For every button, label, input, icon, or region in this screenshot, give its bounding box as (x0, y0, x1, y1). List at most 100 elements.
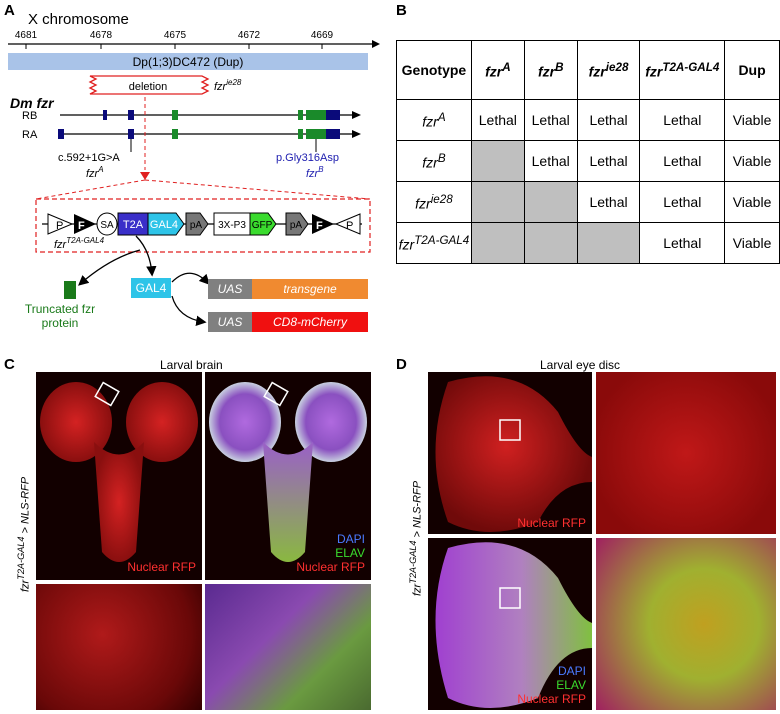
table-cell: Lethal (639, 140, 726, 182)
panel-c-genotype: fzrT2A-GAL4 > NLS-RFP (16, 476, 32, 592)
exon (306, 129, 326, 139)
gal4-element (147, 212, 185, 236)
panel-letter-d: D (396, 356, 407, 373)
svg-text:P: P (346, 220, 353, 232)
panel-letter-c: C (4, 356, 15, 373)
splice-acceptor (96, 212, 118, 236)
mcherry-box (252, 312, 368, 332)
duplication-bar (8, 53, 368, 70)
panel-letter-a: A (4, 2, 15, 19)
chromosome-title: X chromosome (28, 11, 129, 28)
svg-text:transgene: transgene (283, 282, 337, 296)
label-dapi: DAPI (557, 664, 586, 678)
exon (326, 129, 340, 139)
svg-text:GAL4: GAL4 (150, 219, 178, 231)
header-col: fzrT2A-GAL4 (639, 40, 726, 100)
table-cell-empty (470, 222, 525, 264)
table-cell: Lethal (523, 140, 578, 182)
table-cell-empty (523, 222, 578, 264)
uas-box-1 (208, 279, 252, 299)
cassette-allele-label: fzrT2A-GAL4 (54, 236, 105, 251)
brain-rfp-image: Nuclear RFP (36, 372, 202, 580)
isoform-ra-label: RA (22, 129, 38, 141)
label-dapi: DAPI (336, 532, 365, 546)
axis-arrow (372, 40, 380, 48)
table-cell: Lethal (639, 99, 726, 141)
gene-title: Dm fzr (10, 95, 55, 111)
frt-left (74, 214, 96, 234)
exon (306, 110, 326, 120)
panel-d-title: Larval eye disc (540, 358, 621, 372)
brain-merge-zoom (205, 584, 371, 710)
table-cell: Lethal (639, 222, 726, 264)
table-row: fzrie28 Lethal Lethal Viable (396, 181, 780, 223)
eyedisc-merge-zoom (596, 538, 776, 710)
tick-label: 4681 (15, 30, 38, 41)
eyedisc-rfp-image: Nuclear RFP (428, 372, 592, 534)
header-genotype: Genotype (396, 40, 472, 100)
exon (298, 110, 303, 120)
eyedisc-merge-image: DAPI ELAV Nuclear RFP (428, 538, 592, 710)
zoom-box (499, 587, 521, 609)
truncated-label-1: Truncated fzr (25, 302, 95, 316)
table-cell: Viable (724, 222, 780, 264)
tick-label: 4678 (90, 30, 113, 41)
table-cell: Lethal (470, 99, 525, 141)
tick-label: 4669 (311, 30, 334, 41)
label-nuclear-rfp: Nuclear RFP (517, 516, 586, 530)
uas-box-2 (208, 312, 252, 332)
table-cell: Viable (724, 181, 780, 223)
polya-1 (185, 212, 209, 236)
brain-rfp-zoom (36, 584, 202, 710)
polya-2 (285, 212, 309, 236)
table-cell-empty (470, 181, 525, 223)
table-cell: Viable (724, 140, 780, 182)
svg-text:UAS: UAS (218, 315, 243, 329)
svg-text:T2A: T2A (123, 219, 144, 231)
svg-text:P: P (56, 220, 63, 232)
brain-merge-image: DAPI ELAV Nuclear RFP (205, 372, 371, 580)
svg-text:F: F (78, 220, 85, 232)
table-row: fzrT2A-GAL4 Lethal Viable (396, 222, 780, 264)
exon (172, 129, 178, 139)
zoom-box (94, 381, 120, 407)
transgene-box (252, 279, 368, 299)
truncated-label-2: protein (42, 316, 79, 330)
table-row: fzrA Lethal Lethal Lethal Lethal Viable (396, 99, 780, 141)
svg-text:GAL4: GAL4 (136, 281, 167, 295)
svg-text:3X-P3: 3X-P3 (218, 220, 246, 231)
zoom-box (499, 419, 521, 441)
table-cell: Lethal (523, 99, 578, 141)
panel-a-diagram: X chromosome 4681 4678 4675 4672 4669 Dp… (8, 11, 380, 332)
header-dup: Dup (724, 40, 780, 100)
exon (128, 110, 134, 120)
header-col: fzrA (470, 40, 525, 100)
exon (58, 129, 64, 139)
tick-label: 4675 (164, 30, 187, 41)
deletion-region (88, 75, 210, 95)
svg-text:GFP: GFP (252, 220, 273, 231)
label-nuclear-rfp: Nuclear RFP (517, 692, 586, 706)
table-cell: Lethal (576, 99, 641, 141)
gal4-box (131, 278, 171, 298)
label-nuclear-rfp: Nuclear RFP (296, 560, 365, 574)
eyedisc-rfp-zoom (596, 372, 776, 534)
mutation-b-change: p.Gly316Asp (276, 152, 339, 164)
mutation-a-change: c.592+1G>A (58, 152, 120, 164)
table-cell-empty (576, 222, 641, 264)
table-cell: Lethal (639, 181, 726, 223)
exon (298, 129, 303, 139)
table-cell: Lethal (576, 140, 641, 182)
exon (103, 110, 107, 120)
table-header-row: Genotype fzrA fzrB fzrie28 fzrT2A-GAL4 D… (396, 40, 780, 100)
exon (326, 110, 340, 120)
gfp-element (249, 212, 277, 236)
panel-letter-b: B (396, 2, 407, 19)
exon (128, 129, 134, 139)
header-col: fzrB (523, 40, 578, 100)
exon (172, 110, 178, 120)
p-element-left (47, 213, 74, 235)
p-element-right (334, 213, 361, 235)
duplication-label: Dp(1;3)DC472 (Dup) (133, 55, 244, 69)
svg-text:UAS: UAS (218, 282, 243, 296)
